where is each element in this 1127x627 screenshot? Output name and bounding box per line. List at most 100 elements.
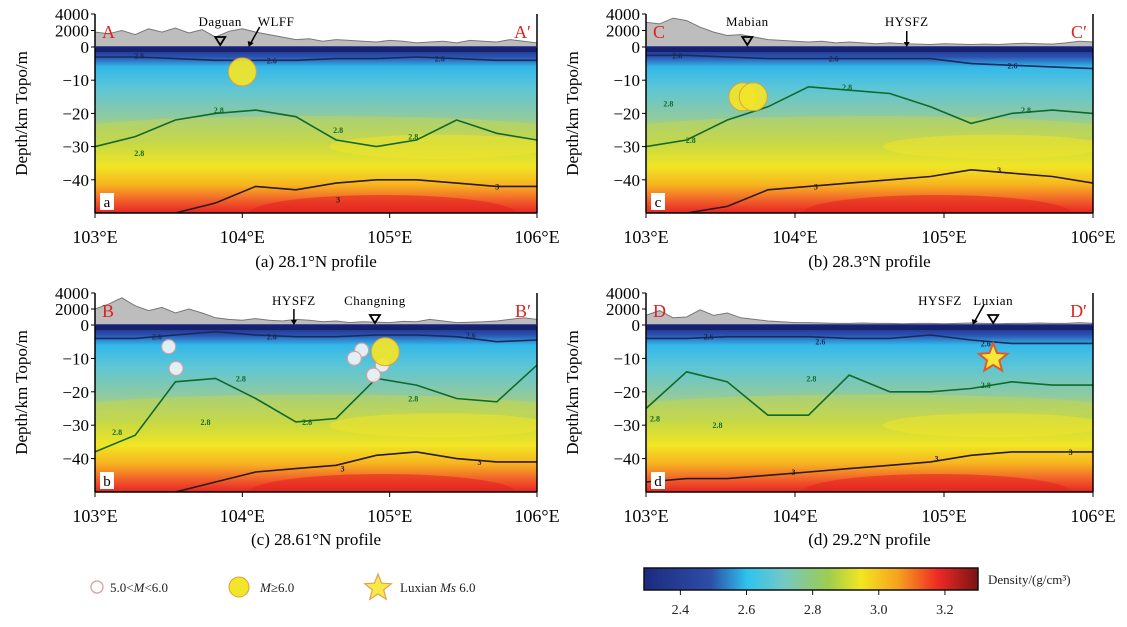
legend-label-part: 6.0	[456, 580, 476, 595]
contour-label: 2.8	[214, 106, 224, 115]
panel-letter-bg	[651, 472, 665, 489]
contour-line	[646, 54, 1093, 70]
contour-label: 2.8	[806, 374, 816, 383]
y-tick-label: 2000	[606, 22, 640, 41]
field-blob	[329, 134, 537, 159]
legend-label-part: <6.0	[144, 580, 168, 595]
contour-label: 2.8	[650, 415, 660, 424]
y-tick-label: 4000	[55, 5, 89, 24]
contour-label: 2.6	[981, 339, 991, 348]
x-tick-label: 105°E	[921, 506, 966, 526]
contour-label: 3	[814, 182, 818, 191]
panel-letter: d	[654, 474, 662, 490]
legend-small-circle-icon	[90, 580, 104, 594]
contour-label: 2.8	[842, 83, 852, 92]
contour-line	[646, 168, 1093, 213]
fault-label: HYSFZ	[272, 293, 316, 308]
contour-line	[95, 109, 537, 148]
fault-label: HYSFZ	[885, 14, 929, 29]
legend-label-part: ≥6.0	[271, 580, 294, 595]
contour-label: 3	[495, 182, 499, 191]
y-tick-label: 2000	[606, 300, 640, 319]
contour-label: 2.8	[1021, 106, 1031, 115]
x-tick-label: 103°E	[72, 227, 117, 247]
event-star-marker	[976, 340, 1010, 373]
upper-layer	[646, 47, 1093, 52]
topography	[94, 297, 538, 326]
contour-label: 2.8	[112, 428, 122, 437]
contour-label: 2.8	[663, 99, 673, 108]
y-axis-label: Depth/km Topo/m	[12, 330, 31, 455]
arrow-head-icon	[971, 319, 978, 325]
panel-caption: (c) 28.61°N profile	[251, 530, 381, 549]
site-label: Changning	[344, 293, 406, 308]
panel-letter: a	[104, 195, 111, 211]
contour-line	[95, 56, 537, 62]
site-triangle-icon	[213, 36, 227, 47]
y-tick-label: 0	[632, 38, 641, 57]
contour-line	[646, 370, 1093, 416]
upper-layer	[95, 325, 537, 330]
fault-label: HYSFZ	[918, 293, 962, 308]
contour-label: 2.8	[713, 421, 723, 430]
fault-arrow-icon	[249, 26, 261, 46]
density-features: 2.6 2.6 2.6 2.8 2.8 2.8 2.8 3 3	[646, 47, 1093, 213]
density-field	[95, 47, 537, 213]
y-tick-label: −40	[62, 171, 89, 190]
field-blob	[249, 195, 515, 213]
y-tick-label: −40	[613, 450, 640, 469]
y-tick-label: −40	[613, 171, 640, 190]
y-tick-label: −10	[613, 349, 640, 368]
legend-label: Luxian Ms 6.0	[400, 580, 475, 595]
contour-label: 2.6	[672, 51, 682, 60]
x-tick-label: 106°E	[514, 227, 559, 247]
density-field	[646, 47, 1093, 213]
event-m6-marker	[370, 337, 400, 367]
density-field	[646, 325, 1093, 492]
event-m5-marker	[365, 367, 382, 383]
panel-letter: c	[655, 195, 662, 211]
panel-caption: (b) 28.3°N profile	[808, 252, 930, 271]
profile-end-label: A′	[514, 22, 531, 42]
contour-label: 2.8	[408, 133, 418, 142]
x-tick-label: 103°E	[623, 506, 668, 526]
panel-caption: (a) 28.1°N profile	[255, 252, 377, 271]
profile-start-label: A	[102, 22, 115, 42]
event-m5-marker	[168, 360, 184, 377]
x-tick-label: 105°E	[921, 227, 966, 247]
contour-label: 2.6	[815, 338, 825, 347]
field-blob	[802, 195, 1071, 213]
legend-label-part: M	[133, 580, 146, 595]
contour-label: 3	[997, 166, 1001, 175]
legend-label-part: Ms	[439, 580, 456, 595]
y-tick-label: −10	[613, 71, 640, 90]
y-axis-label: Depth/km Topo/m	[563, 330, 582, 455]
colorbar-tick-label: 2.8	[804, 603, 822, 618]
colorbar: 2.4 2.6 2.8 3.0 3.2 Density/(g/cm³)	[643, 567, 1071, 618]
contour-line	[646, 334, 1093, 345]
y-tick-label: 2000	[55, 22, 89, 41]
panel-letter-bg	[651, 193, 665, 210]
contour-label: 3	[935, 455, 939, 464]
contour-label: 3	[478, 458, 482, 467]
y-tick-label: −20	[62, 383, 89, 402]
arrow-head-icon	[903, 42, 910, 47]
event-m5-marker	[346, 350, 362, 366]
fault-arrow-icon	[973, 304, 985, 324]
legend-item: Luxian Ms 6.0	[363, 572, 475, 601]
legend-yellow-circle-icon	[228, 576, 250, 598]
site-triangle-icon	[368, 314, 382, 325]
y-tick-label: −20	[613, 104, 640, 123]
panel-caption: (d) 29.2°N profile	[808, 530, 930, 549]
contour-label: 2.8	[201, 418, 211, 427]
field-blob	[882, 134, 1093, 159]
field-blob	[249, 474, 515, 492]
contour-label: 3	[341, 465, 345, 474]
y-axis-label: Depth/km Topo/m	[563, 51, 582, 176]
y-tick-label: −10	[62, 349, 89, 368]
contour-label: 2.8	[302, 418, 312, 427]
colorbar-tick-label: 2.4	[672, 603, 690, 618]
topography	[645, 17, 1094, 48]
